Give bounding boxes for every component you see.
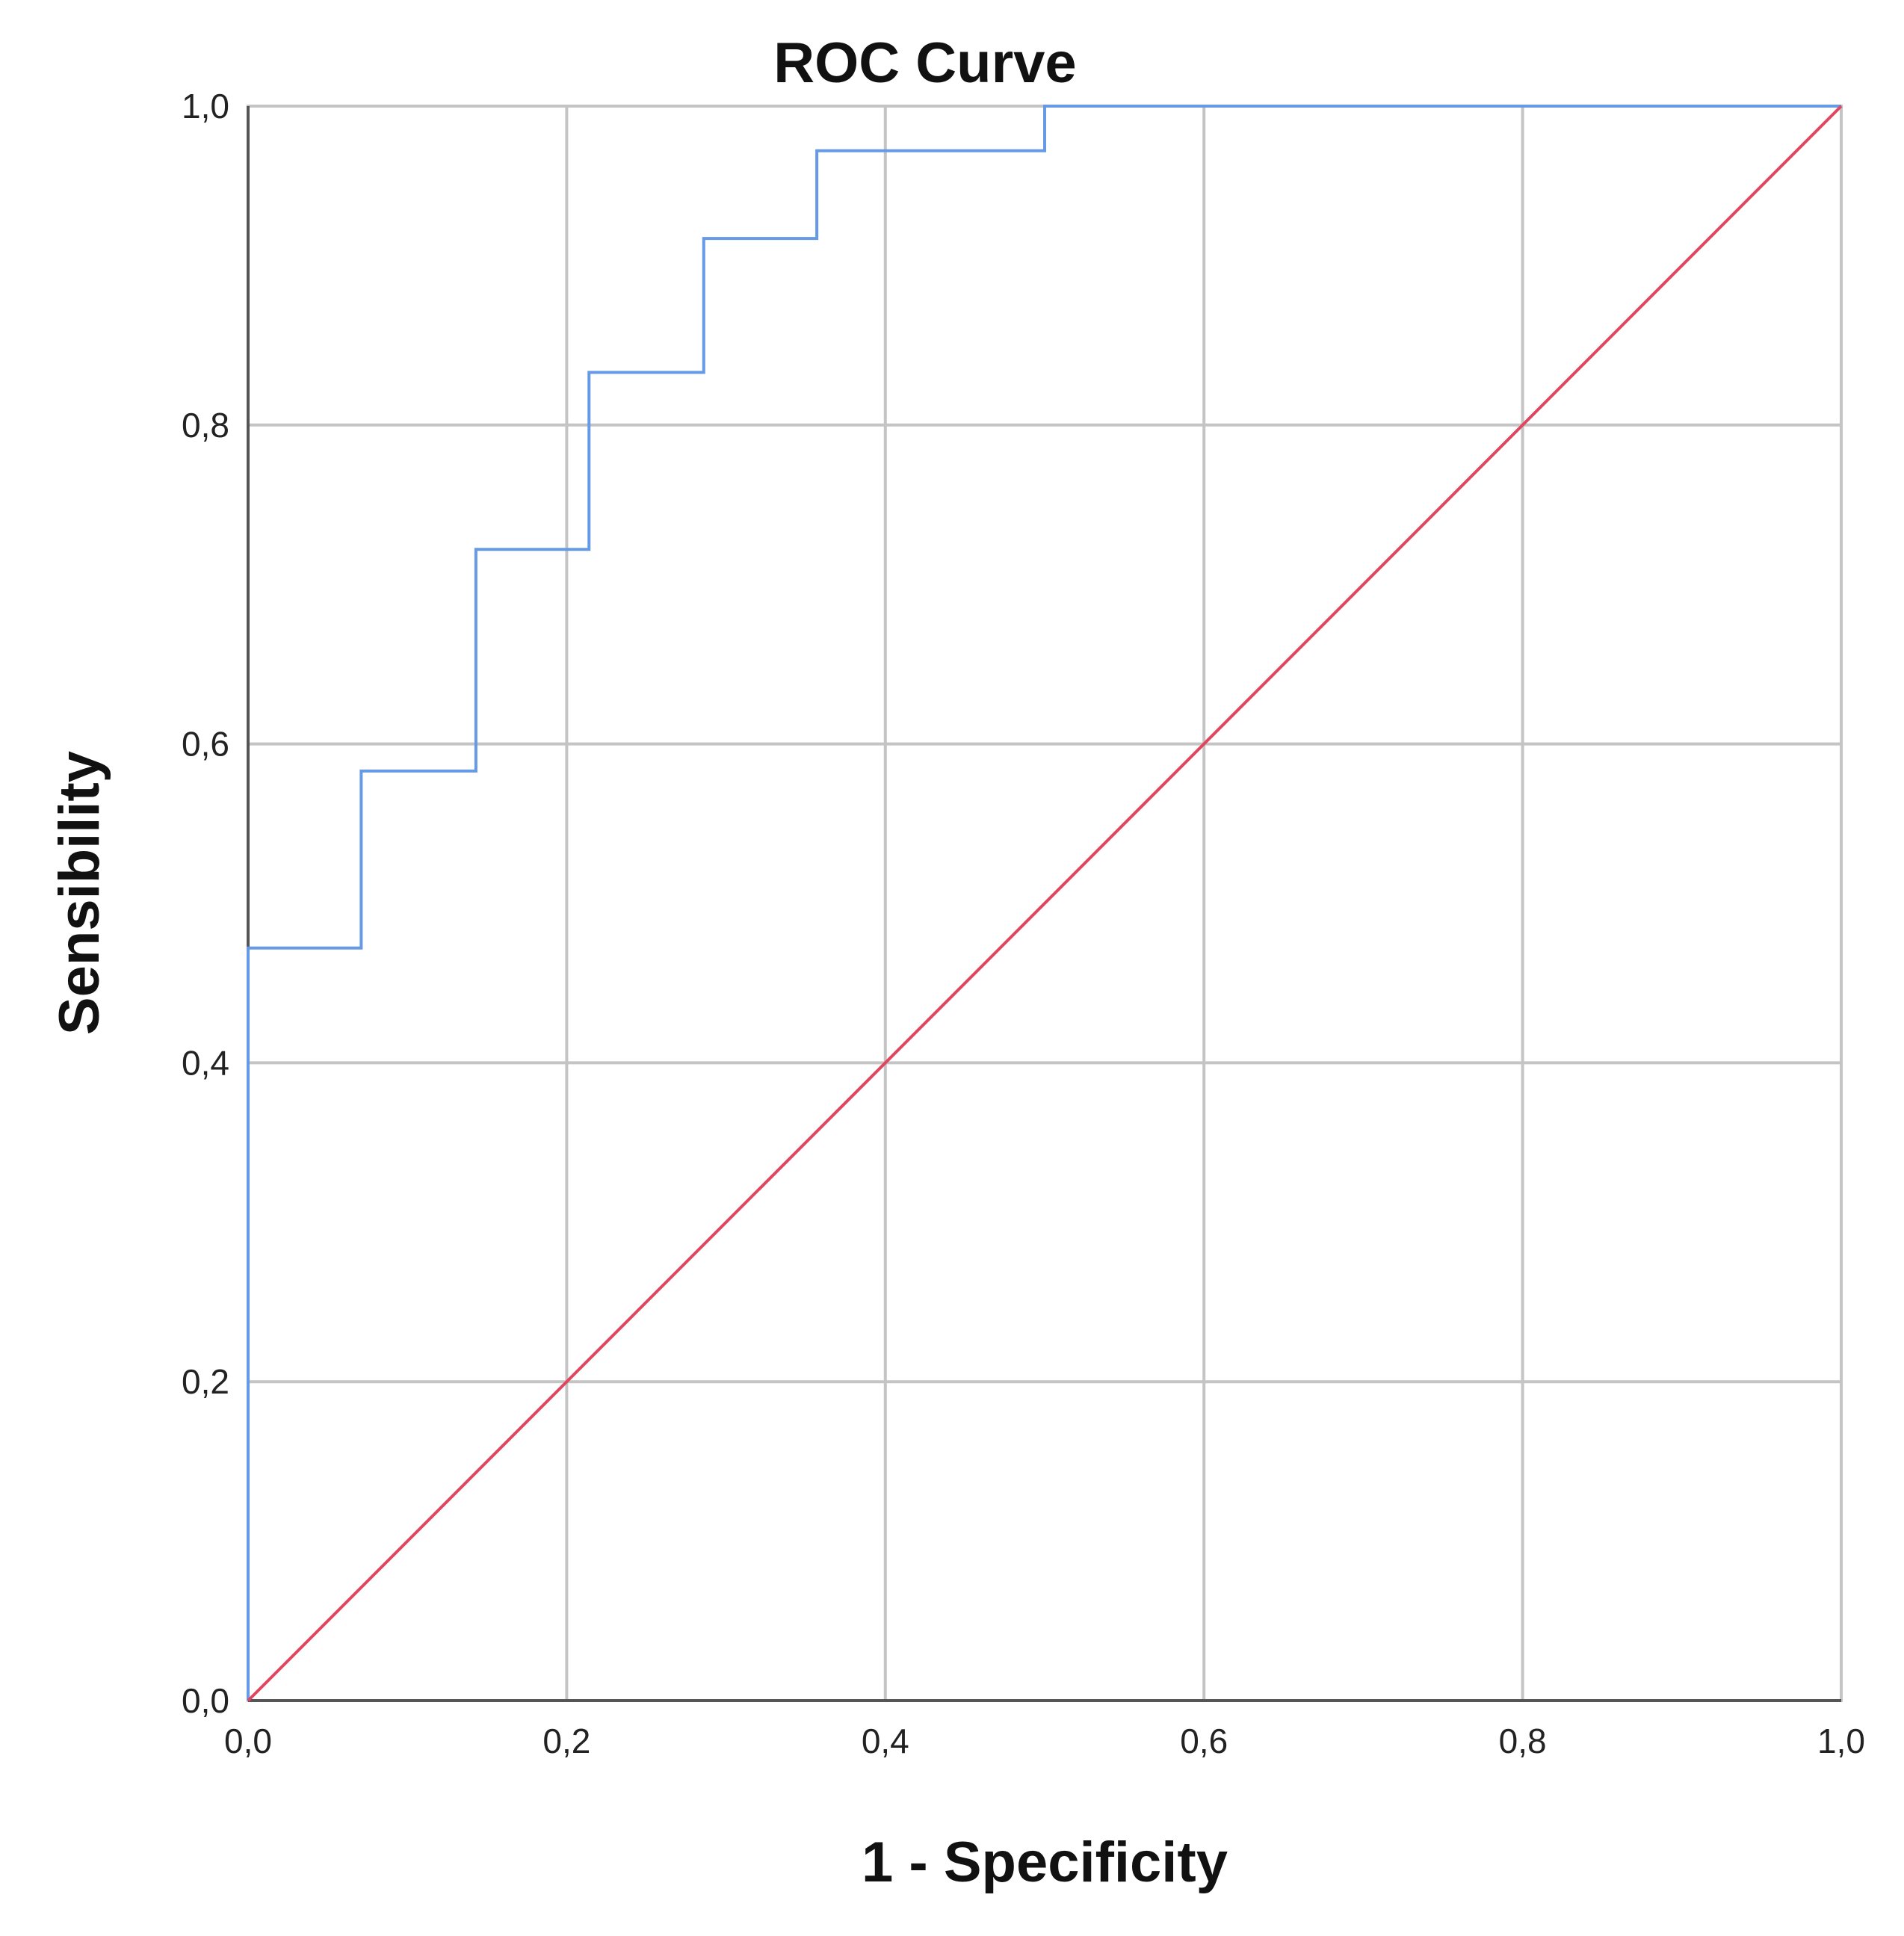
x-tick-labels: 0,0 0,2 0,4 0,6 0,8 1,0 <box>224 1722 1865 1760</box>
x-tick-label: 0,0 <box>224 1722 272 1760</box>
y-tick-label: 0,0 <box>182 1681 229 1720</box>
y-tick-label: 0,2 <box>182 1362 229 1401</box>
y-tick-label: 0,6 <box>182 725 229 764</box>
y-tick-label: 0,8 <box>182 406 229 445</box>
y-axis-label: Sensibility <box>48 751 111 1035</box>
x-tick-label: 0,6 <box>1180 1722 1228 1760</box>
x-tick-label: 0,8 <box>1499 1722 1547 1760</box>
x-tick-label: 0,4 <box>862 1722 909 1760</box>
y-tick-label: 0,4 <box>182 1043 229 1082</box>
x-axis-label: 1 - Specificity <box>862 1831 1228 1894</box>
series-lines <box>247 105 1843 1702</box>
y-tick-label: 1,0 <box>182 87 229 126</box>
y-tick-labels: 0,0 0,2 0,4 0,6 0,8 1,0 <box>182 87 229 1720</box>
x-tick-label: 1,0 <box>1817 1722 1865 1760</box>
x-tick-label: 0,2 <box>543 1722 590 1760</box>
chart-title: ROC Curve <box>773 31 1076 95</box>
roc-curve-line <box>247 105 1841 1701</box>
reference-diagonal-line <box>247 105 1843 1702</box>
